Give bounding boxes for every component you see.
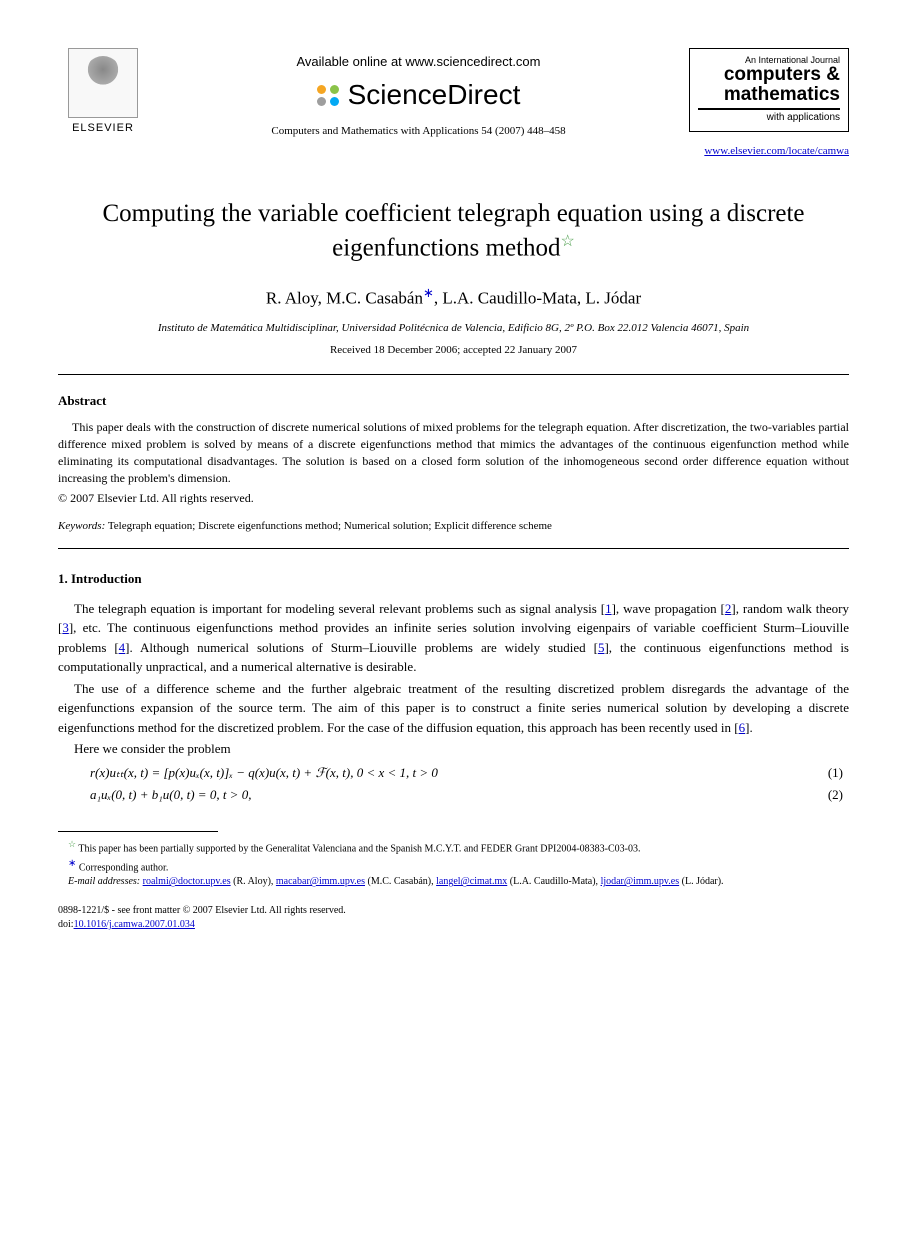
publisher-logo-block: ELSEVIER — [58, 48, 148, 134]
section-heading: 1. Introduction — [58, 571, 849, 587]
footnote-star-icon: ☆ — [68, 839, 76, 849]
journal-tagline: with applications — [698, 112, 840, 123]
footnote-divider — [58, 831, 218, 832]
publisher-label: ELSEVIER — [72, 122, 134, 134]
corresponding-author-star-icon: ∗ — [423, 285, 434, 300]
footnote-text: Corresponding author. — [76, 862, 168, 873]
intro-paragraph-2: The use of a difference scheme and the f… — [58, 679, 849, 738]
footnote-text: This paper has been partially supported … — [76, 843, 640, 854]
email-link[interactable]: roalmi@doctor.upv.es — [143, 876, 231, 887]
article-title: Computing the variable coefficient teleg… — [58, 197, 849, 265]
email-who: (M.C. Casabán), — [365, 876, 436, 887]
journal-title-box: An International Journal computers & mat… — [689, 48, 849, 132]
keywords-text: Telegraph equation; Discrete eigenfuncti… — [105, 520, 552, 532]
sd-dot — [330, 85, 339, 94]
journal-title-2: mathematics — [698, 85, 840, 110]
authors-part1: R. Aloy, M.C. Casabán — [266, 288, 423, 307]
footnote-funding: ☆ This paper has been partially supporte… — [58, 838, 849, 857]
abstract-heading: Abstract — [58, 393, 849, 409]
text-run: The use of a difference scheme and the f… — [58, 681, 849, 735]
sd-dots-icon — [317, 85, 340, 106]
header-center: Available online at www.sciencedirect.co… — [148, 48, 689, 137]
equation-1: r(x)uₜₜ(x, t) = [p(x)uₓ(x, t)]ₓ − q(x)u(… — [90, 765, 849, 781]
sd-dot — [317, 85, 326, 94]
sciencedirect-wordmark: ScienceDirect — [348, 79, 521, 111]
footer-doi-row: doi:10.1016/j.camwa.2007.01.034 — [58, 918, 849, 932]
doi-link[interactable]: 10.1016/j.camwa.2007.01.034 — [74, 919, 195, 930]
title-footnote-star-icon: ☆ — [561, 233, 575, 250]
journal-title-1: computers & — [698, 65, 840, 85]
title-text: Computing the variable coefficient teleg… — [102, 200, 804, 261]
equation-2: a₁uₓ(0, t) + b₁u(0, t) = 0, t > 0, (2) — [90, 787, 849, 803]
equation-body: a₁uₓ(0, t) + b₁u(0, t) = 0, t > 0, — [90, 787, 828, 803]
keywords-label: Keywords: — [58, 520, 105, 532]
doi-label: doi: — [58, 919, 74, 930]
elsevier-tree-icon — [68, 48, 138, 118]
available-online-text: Available online at www.sciencedirect.co… — [148, 54, 689, 69]
equation-number: (2) — [828, 787, 849, 803]
intro-paragraph-1: The telegraph equation is important for … — [58, 599, 849, 677]
sciencedirect-logo: ScienceDirect — [148, 79, 689, 111]
equation-number: (1) — [828, 765, 849, 781]
email-link[interactable]: ljodar@imm.upv.es — [601, 876, 680, 887]
abstract-text: This paper deals with the construction o… — [58, 419, 849, 486]
page-header: ELSEVIER Available online at www.science… — [58, 48, 849, 137]
abstract-copyright: © 2007 Elsevier Ltd. All rights reserved… — [58, 491, 849, 506]
sd-dot — [317, 97, 326, 106]
sd-dot — [330, 97, 339, 106]
affiliation-line: Instituto de Matemática Multidisciplinar… — [58, 322, 849, 334]
divider — [58, 548, 849, 549]
email-link[interactable]: macabar@imm.upv.es — [276, 876, 365, 887]
footnote-emails: E-mail addresses: roalmi@doctor.upv.es (… — [58, 875, 849, 890]
text-run: ]. Although numerical solutions of Sturm… — [125, 640, 598, 655]
email-link[interactable]: langel@cimat.mx — [436, 876, 507, 887]
article-dates: Received 18 December 2006; accepted 22 J… — [58, 344, 849, 356]
divider — [58, 374, 849, 375]
keywords-line: Keywords: Telegraph equation; Discrete e… — [58, 520, 849, 532]
equation-body: r(x)uₜₜ(x, t) = [p(x)uₓ(x, t)]ₓ − q(x)u(… — [90, 765, 828, 781]
text-run: ]. — [745, 720, 753, 735]
text-run: ], wave propagation [ — [612, 601, 725, 616]
intro-paragraph-3: Here we consider the problem — [58, 739, 849, 759]
authors-part2: , L.A. Caudillo-Mata, L. Jódar — [434, 288, 641, 307]
page-footer: 0898-1221/$ - see front matter © 2007 El… — [58, 904, 849, 932]
citation-line: Computers and Mathematics with Applicati… — [148, 125, 689, 137]
email-who: (L.A. Caudillo-Mata), — [507, 876, 600, 887]
footer-copyright: 0898-1221/$ - see front matter © 2007 El… — [58, 904, 849, 918]
journal-url-row: www.elsevier.com/locate/camwa — [58, 145, 849, 157]
footnote-corresponding: ∗ Corresponding author. — [58, 857, 849, 876]
text-run: The telegraph equation is important for … — [74, 601, 605, 616]
emails-label: E-mail addresses: — [68, 876, 140, 887]
journal-url-link[interactable]: www.elsevier.com/locate/camwa — [704, 145, 849, 157]
email-who: (L. Jódar). — [679, 876, 723, 887]
email-who: (R. Aloy), — [231, 876, 276, 887]
authors-line: R. Aloy, M.C. Casabán∗, L.A. Caudillo-Ma… — [58, 285, 849, 309]
